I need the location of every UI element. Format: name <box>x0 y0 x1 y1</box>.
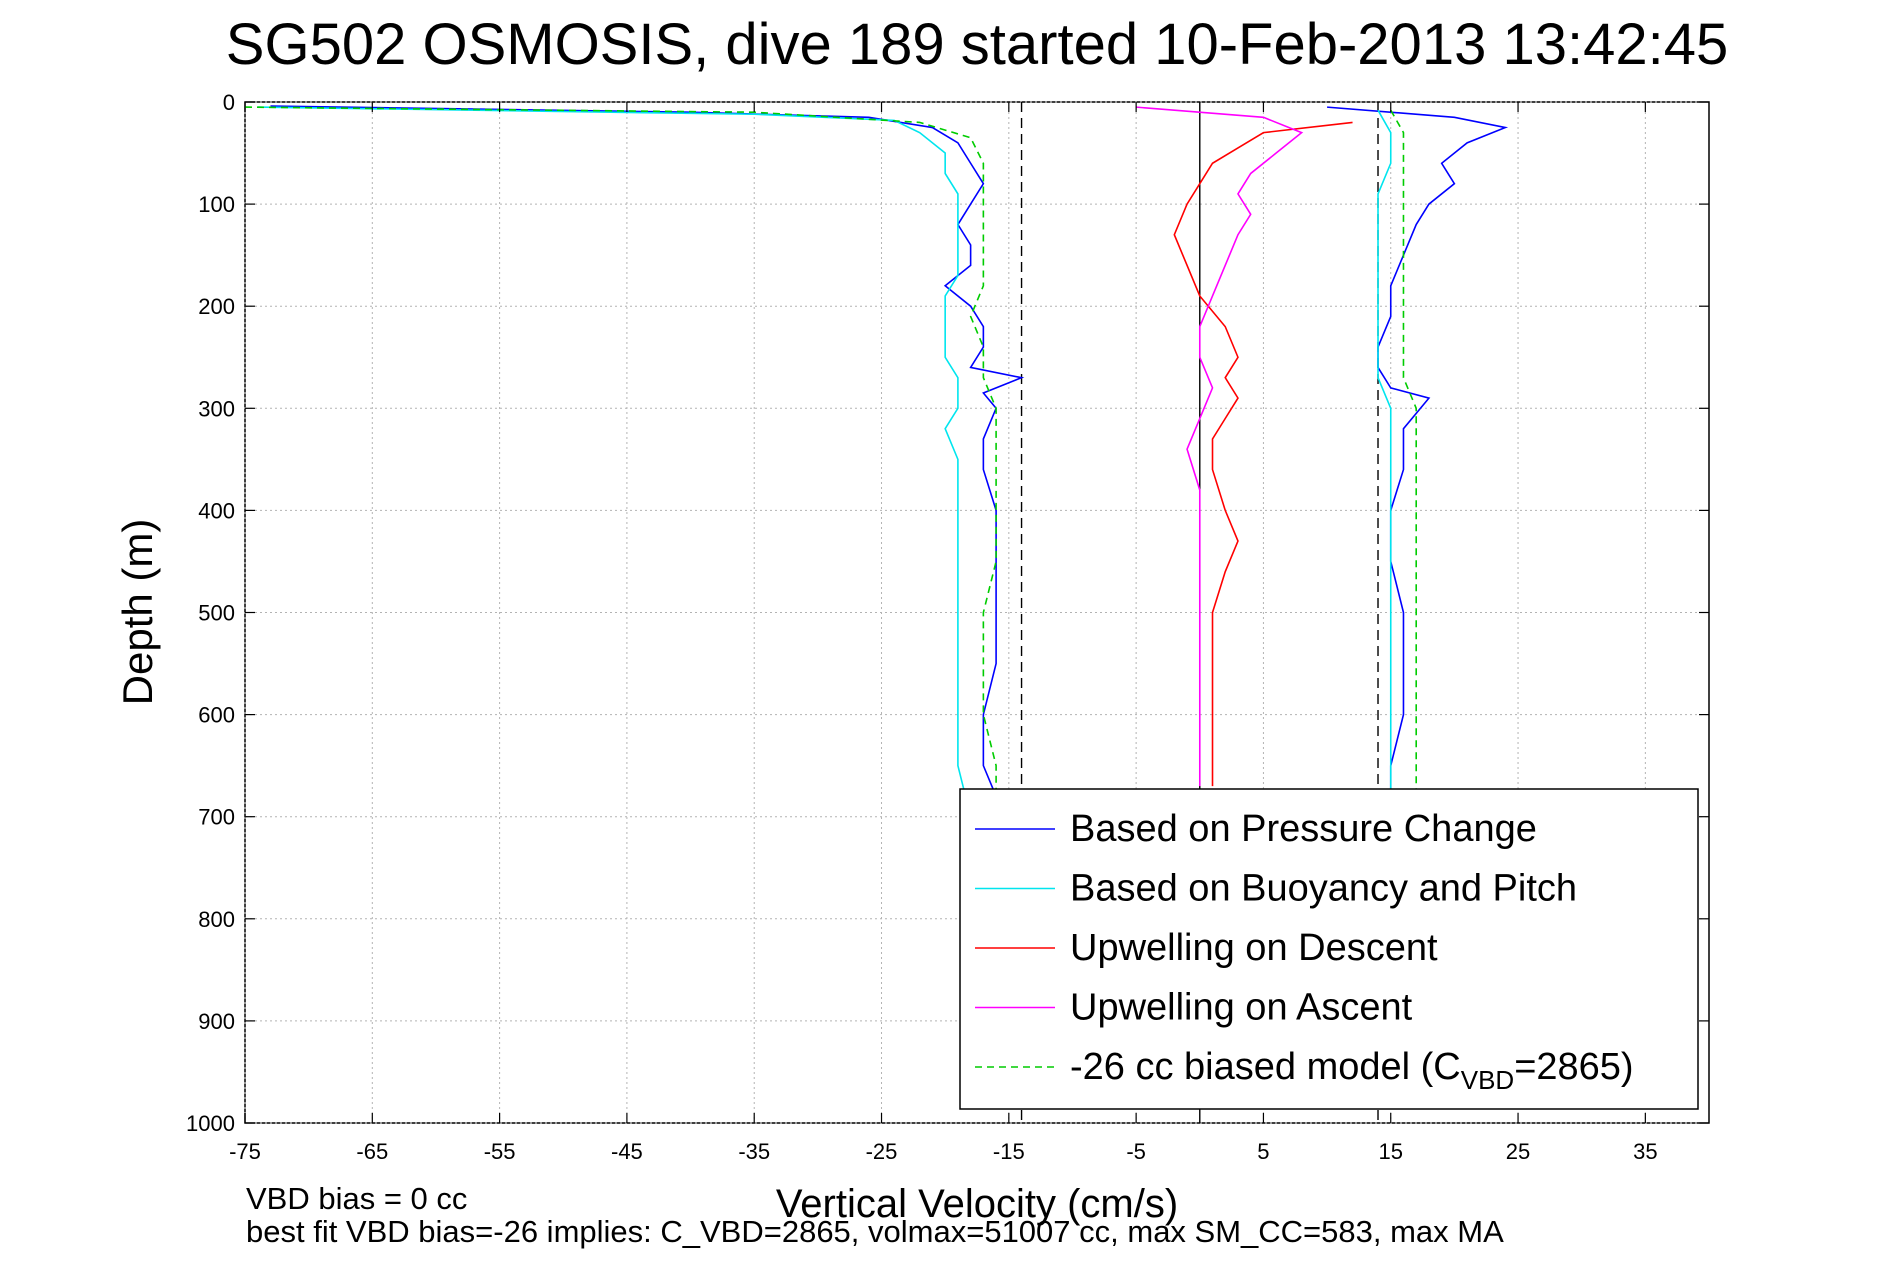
series-line <box>1377 109 1392 797</box>
y-tick-label: 800 <box>198 907 235 932</box>
legend-box <box>959 788 1699 1110</box>
x-tick-label: -5 <box>1126 1139 1146 1164</box>
y-tick-label: 700 <box>198 805 235 830</box>
legend-label: -26 cc biased model (CVBD=2865) <box>1070 1046 1634 1095</box>
legend: Based on Pressure Change Based on Buoyanc… <box>959 788 1699 1110</box>
y-axis-label: Depth (m) <box>114 519 161 706</box>
y-tick-label: 200 <box>198 294 235 319</box>
x-tick-label: -45 <box>611 1139 643 1164</box>
x-tick-label: 25 <box>1506 1139 1530 1164</box>
legend-label-sub: VBD <box>1461 1065 1514 1095</box>
legend-label-suffix: =2865) <box>1514 1046 1633 1088</box>
legend-label-main: Based on Pressure Change <box>1070 808 1537 850</box>
y-axis: 0 100 200 300 400 500 600 700 800 900 1000 <box>186 90 1709 1136</box>
series-line <box>1136 106 1304 787</box>
series-line <box>270 105 1025 817</box>
legend-label-main: Upwelling on Descent <box>1070 927 1438 969</box>
x-tick-label: 15 <box>1378 1139 1402 1164</box>
x-tick-label: -35 <box>738 1139 770 1164</box>
y-tick-label: 400 <box>198 498 235 523</box>
annotation-line: best fit VBD bias=-26 implies: C_VBD=286… <box>246 1214 1504 1249</box>
legend-label-main: Upwelling on Ascent <box>1070 987 1413 1029</box>
x-tick-label: -55 <box>484 1139 516 1164</box>
y-tick-label: 100 <box>198 192 235 217</box>
y-tick-label: 1000 <box>186 1111 235 1136</box>
legend-label: Upwelling on Descent <box>1070 927 1438 969</box>
series-group <box>244 105 1509 817</box>
legend-label-main: -26 cc biased model (C <box>1070 1046 1461 1088</box>
legend-label: Based on Pressure Change <box>1070 808 1537 850</box>
legend-label-main: Based on Buoyancy and Pitch <box>1070 868 1577 910</box>
chart-title: SG502 OSMOSIS, dive 189 started 10-Feb-2… <box>226 12 1728 77</box>
y-tick-label: 600 <box>198 703 235 728</box>
y-tick-label: 900 <box>198 1009 235 1034</box>
x-tick-label: -75 <box>229 1139 261 1164</box>
x-tick-label: 35 <box>1633 1139 1657 1164</box>
series-line <box>257 106 972 817</box>
series-line <box>244 106 997 797</box>
y-tick-label: 300 <box>198 396 235 421</box>
annotation-line: VBD bias = 0 cc <box>246 1181 467 1216</box>
x-tick-label: -65 <box>356 1139 388 1164</box>
series-line <box>1173 121 1353 787</box>
x-axis-label: Vertical Velocity (cm/s) <box>776 1182 1178 1226</box>
y-tick-label: 500 <box>198 601 235 626</box>
series-line <box>1390 109 1417 797</box>
legend-label: Based on Buoyancy and Pitch <box>1070 868 1577 910</box>
x-tick-label: -15 <box>993 1139 1025 1164</box>
y-tick-label: 0 <box>223 90 235 115</box>
legend-entries: Based on Pressure Change Based on Buoyanc… <box>975 808 1634 1095</box>
x-tick-label: 5 <box>1257 1139 1269 1164</box>
x-axis: -75 -65 -55 -45 -35 -25 -15 -5 5 15 25 35 <box>229 102 1658 1164</box>
legend-label: Upwelling on Ascent <box>1070 987 1413 1029</box>
x-tick-label: -25 <box>866 1139 898 1164</box>
